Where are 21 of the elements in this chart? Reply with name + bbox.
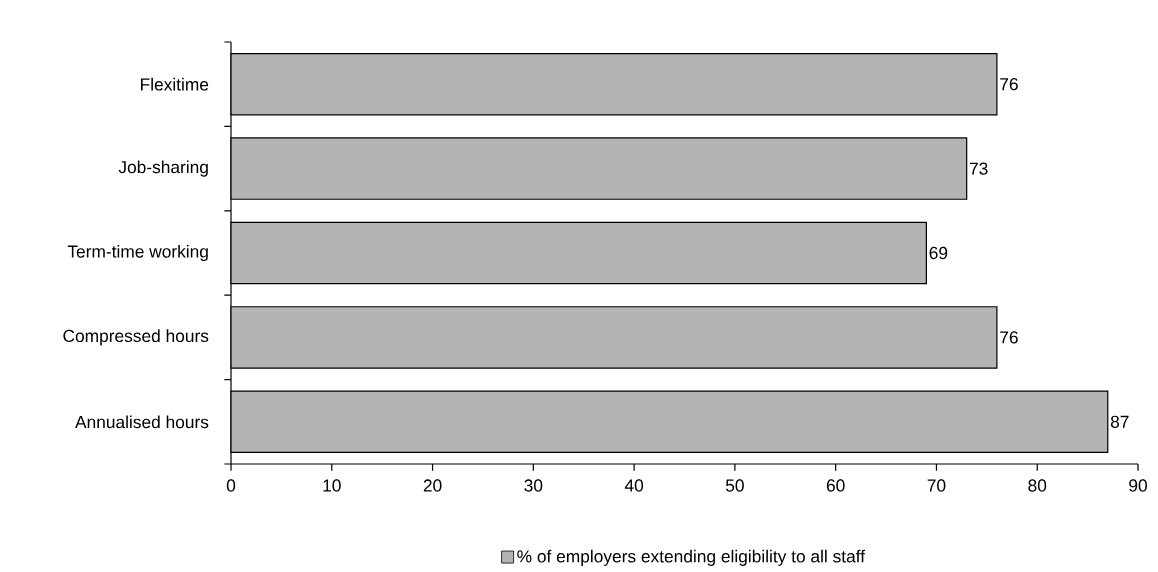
data-label: 87 bbox=[1110, 415, 1129, 428]
data-label: 76 bbox=[1000, 78, 1018, 91]
data-label: 76 bbox=[1000, 331, 1018, 344]
x-tick-label: 90 bbox=[1129, 479, 1147, 492]
x-tick-label: 40 bbox=[624, 479, 644, 492]
y-tick-label: Term-time working bbox=[67, 244, 208, 262]
x-tick-label: 60 bbox=[826, 479, 845, 492]
y-tick-label: Job-sharing bbox=[118, 160, 208, 177]
x-tick-label: 50 bbox=[725, 479, 744, 492]
y-tick-label: Annualised hours bbox=[75, 415, 209, 429]
data-label: 73 bbox=[969, 162, 988, 175]
y-tick-label: Compressed hours bbox=[63, 329, 209, 346]
legend-label: % of employers extending eligibility to all staff bbox=[517, 549, 866, 566]
x-tick-label: 30 bbox=[524, 479, 543, 492]
x-tick-label: 0 bbox=[226, 479, 236, 492]
x-tick-label: 70 bbox=[927, 479, 946, 492]
x-tick-label: 10 bbox=[323, 479, 341, 492]
data-label: 69 bbox=[929, 246, 948, 260]
x-tick-label: 80 bbox=[1028, 479, 1047, 492]
y-tick-label: Flexitime bbox=[141, 77, 209, 91]
x-tick-label: 20 bbox=[423, 479, 442, 492]
